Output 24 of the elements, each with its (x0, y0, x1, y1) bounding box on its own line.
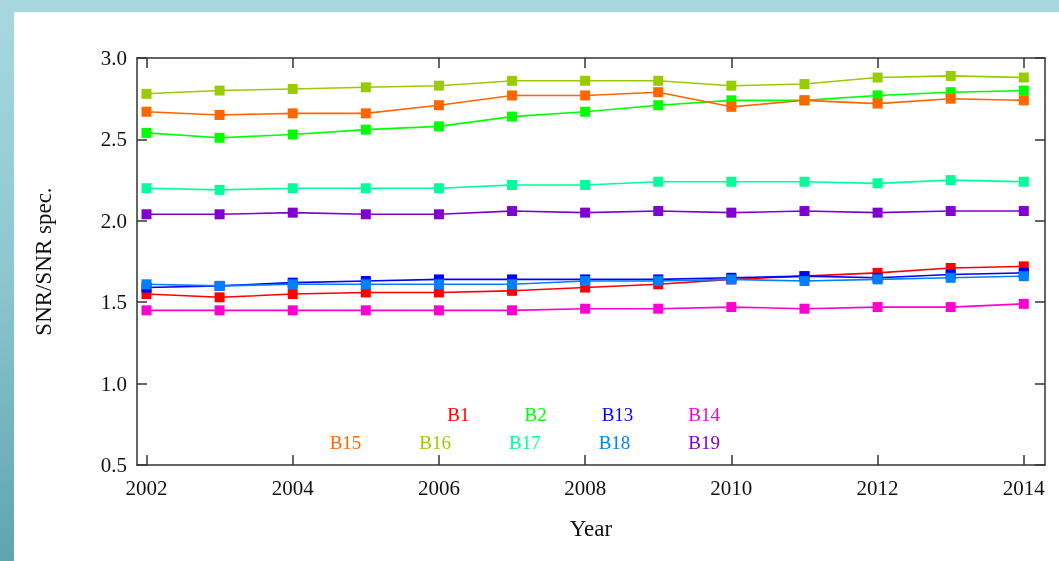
y-tick-label: 1.5 (100, 290, 127, 315)
text: B17 (508, 432, 541, 453)
text: B16 (419, 432, 451, 453)
x-tick-label: 2008 (564, 475, 607, 500)
y-tick-label: 2.5 (100, 127, 127, 152)
y-tick-label: 3.0 (100, 46, 127, 70)
x-axis-title: Year (569, 516, 613, 541)
text: B13 (601, 404, 634, 425)
x-tick-label: 2002 (125, 475, 168, 500)
x-tick-label: 2014 (1002, 475, 1046, 500)
text: B2 (524, 404, 547, 425)
y-tick-label: 0.5 (100, 453, 127, 477)
y-axis-title: SNR/SNR spec. (31, 187, 56, 336)
x-tick-label: 2010 (710, 475, 753, 500)
y-tick-label: 1.0 (100, 371, 127, 396)
text: B19 (688, 432, 721, 453)
x-tick-label: 2004 (271, 475, 315, 500)
y-tick-label: 2.0 (100, 208, 127, 233)
text: B1 (447, 404, 470, 425)
x-tick-label: 2012 (856, 475, 899, 500)
x-tick-label: 2006 (417, 475, 460, 500)
text: B15 (329, 432, 362, 453)
text: B14 (688, 404, 721, 425)
text: B18 (598, 432, 631, 453)
